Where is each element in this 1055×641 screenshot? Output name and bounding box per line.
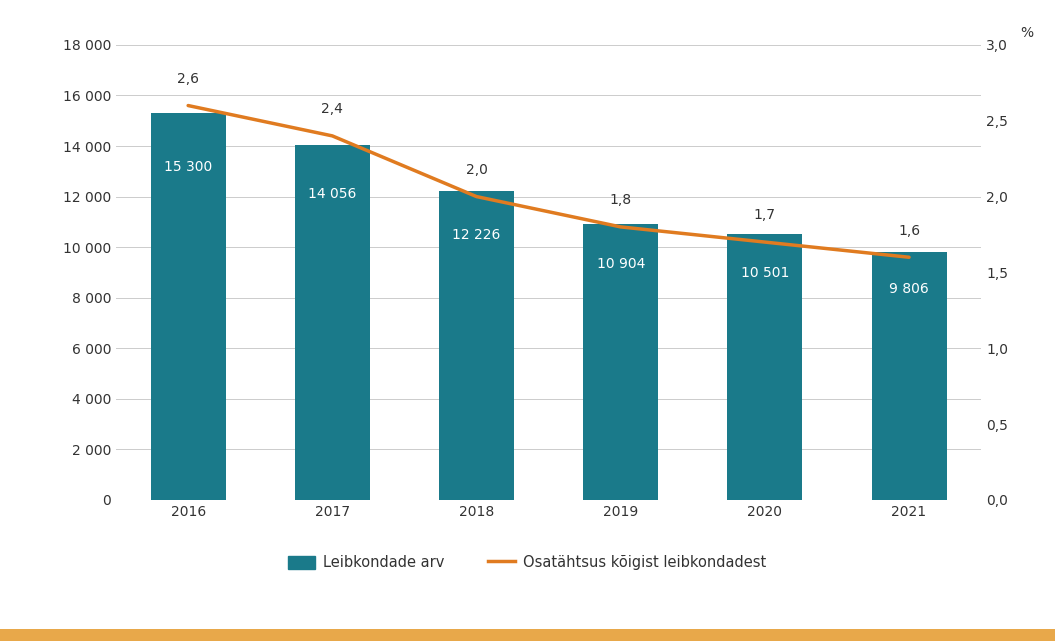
Text: 10 904: 10 904	[596, 258, 645, 271]
Legend: Leibkondade arv, Osatähtsus kõigist leibkondadest: Leibkondade arv, Osatähtsus kõigist leib…	[283, 549, 772, 576]
Text: 15 300: 15 300	[164, 160, 212, 174]
Text: %: %	[1020, 26, 1033, 40]
Bar	[583, 224, 658, 500]
Bar	[439, 191, 514, 500]
Text: 2,0: 2,0	[465, 163, 487, 177]
Bar	[151, 113, 226, 500]
Text: 10 501: 10 501	[741, 266, 789, 280]
Bar	[871, 252, 946, 500]
Text: 14 056: 14 056	[308, 187, 357, 201]
Text: 2,4: 2,4	[322, 102, 343, 116]
Text: 1,7: 1,7	[754, 208, 775, 222]
Text: 12 226: 12 226	[453, 228, 501, 242]
Text: 1,8: 1,8	[610, 193, 632, 207]
Bar	[294, 145, 370, 500]
Text: 1,6: 1,6	[898, 224, 920, 238]
Text: 9 806: 9 806	[889, 282, 929, 296]
Text: 2,6: 2,6	[177, 72, 199, 86]
Bar	[727, 235, 803, 500]
